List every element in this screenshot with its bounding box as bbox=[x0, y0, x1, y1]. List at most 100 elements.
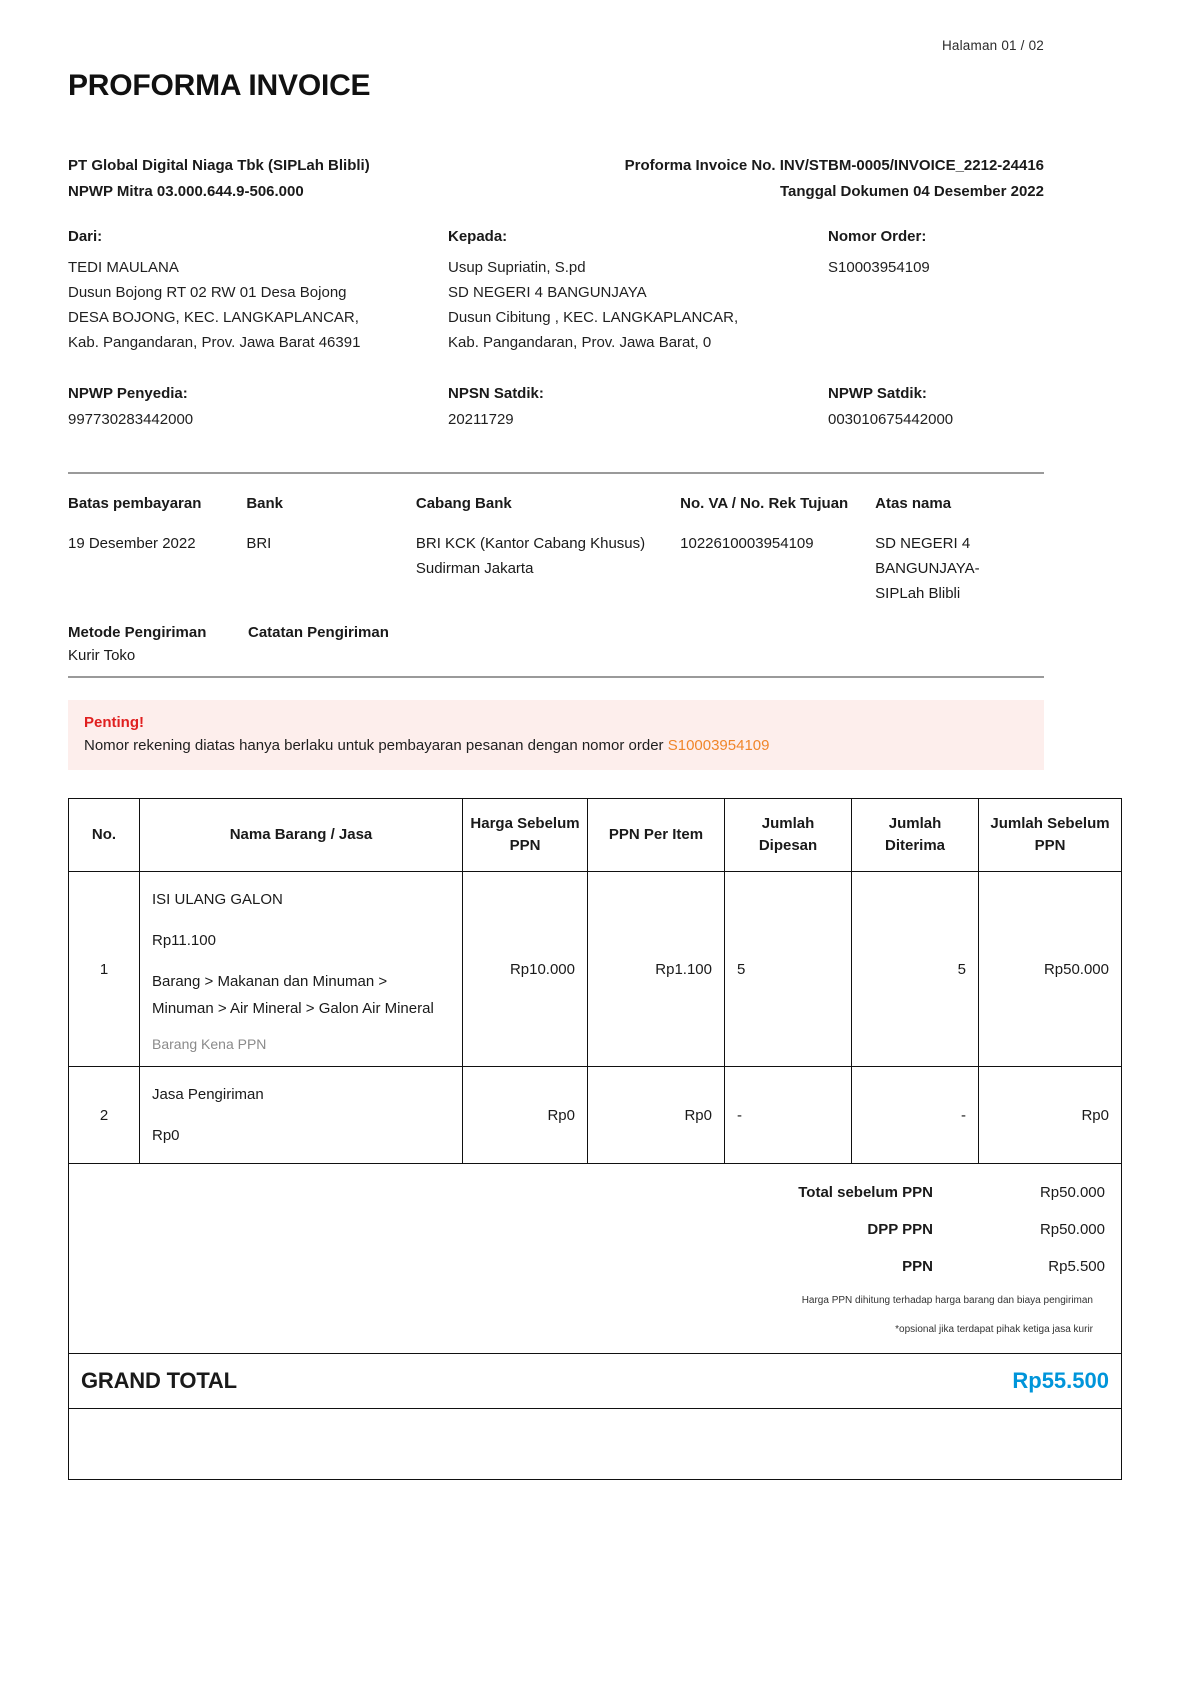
payment-header-bank: Bank bbox=[246, 495, 284, 512]
from-line: Dusun Bojong RT 02 RW 01 Desa Bojong bbox=[68, 284, 347, 301]
shipping-block: Metode Pengiriman Kurir Toko Catatan Pen… bbox=[68, 624, 1044, 664]
total-value: Rp50.000 bbox=[1039, 1221, 1105, 1238]
payment-table-row: 19 Desember 2022 BRI BRI KCK (Kantor Cab… bbox=[68, 521, 1044, 620]
from-column: Dari: TEDI MAULANA Dusun Bojong RT 02 RW… bbox=[68, 228, 448, 355]
items-header-ppn-per-item: PPN Per Item bbox=[587, 798, 725, 872]
item-category: Barang > Makanan dan Minuman > Minuman >… bbox=[152, 973, 434, 1017]
item-jumlah-sebelum-ppn: Rp50.000 bbox=[978, 871, 1122, 1067]
order-number-value: S10003954109 bbox=[828, 259, 930, 276]
item-price-raw: Rp11.100 bbox=[152, 932, 216, 949]
total-line: DPP PPN Rp50.000 bbox=[85, 1221, 1105, 1238]
important-warning-box: Penting! Nomor rekening diatas hanya ber… bbox=[68, 700, 1044, 770]
payment-value-batas: 19 Desember 2022 bbox=[68, 535, 196, 552]
total-label: Total sebelum PPN bbox=[798, 1184, 933, 1201]
item-no: 1 bbox=[68, 871, 140, 1067]
total-value: Rp5.500 bbox=[1048, 1258, 1105, 1275]
payment-header-batas: Batas pembayaran bbox=[68, 495, 202, 512]
items-header-harga-sebelum-ppn: Harga Sebelum PPN bbox=[462, 798, 588, 872]
payment-header-atas-nama: Atas nama bbox=[875, 495, 952, 512]
warning-title: Penting! bbox=[84, 714, 144, 731]
cabang-line-2: Sudirman Jakarta bbox=[415, 560, 534, 577]
to-line: SD NEGERI 4 BANGUNJAYA bbox=[448, 284, 647, 301]
items-header-jumlah-dipesan: Jumlah Dipesan bbox=[724, 798, 852, 872]
item-jumlah-dipesan: 5 bbox=[724, 871, 852, 1067]
table-row: 2 Jasa Pengiriman Rp0 Rp0 Rp0 - - Rp0 bbox=[68, 1066, 1122, 1164]
items-header-row: No. Nama Barang / Jasa Harga Sebelum PPN… bbox=[68, 798, 1122, 872]
item-description-cell: Jasa Pengiriman Rp0 bbox=[139, 1066, 463, 1164]
npsn-satdik-value: 20211729 bbox=[448, 411, 514, 428]
to-column: Kepada: Usup Supriatin, S.pd SD NEGERI 4… bbox=[448, 228, 828, 355]
item-name: Jasa Pengiriman bbox=[152, 1086, 264, 1103]
npwp-satdik-column: NPWP Satdik: 003010675442000 bbox=[828, 385, 1044, 428]
total-label: PPN bbox=[902, 1258, 933, 1275]
payment-value-cabang: BRI KCK (Kantor Cabang Khusus) Sudirman … bbox=[416, 521, 680, 620]
shipping-method-value: Kurir Toko bbox=[68, 647, 136, 664]
total-line: Total sebelum PPN Rp50.000 bbox=[85, 1184, 1105, 1201]
spacer bbox=[152, 1108, 450, 1122]
payment-table: Batas pembayaran Bank Cabang Bank No. VA… bbox=[68, 474, 1044, 620]
atas-nama-line-1: SD NEGERI 4 bbox=[875, 535, 971, 552]
shipping-method-label: Metode Pengiriman bbox=[68, 624, 207, 641]
footer-empty-row bbox=[68, 1408, 1122, 1480]
from-line: TEDI MAULANA bbox=[68, 259, 179, 276]
total-line: PPN Rp5.500 bbox=[85, 1258, 1105, 1275]
totals-inner: Total sebelum PPN Rp50.000 DPP PPN Rp50.… bbox=[69, 1164, 1121, 1353]
item-jumlah-diterima: 5 bbox=[851, 871, 979, 1067]
npsn-satdik-label: NPSN Satdik: bbox=[448, 385, 544, 402]
totals-note-2: *opsional jika terdapat pihak ketiga jas… bbox=[895, 1324, 1093, 1335]
page-indicator: Halaman 01 / 02 bbox=[941, 38, 1044, 53]
table-row: 1 ISI ULANG GALON Rp11.100 Barang > Maka… bbox=[68, 871, 1122, 1067]
warning-text-wrapper: Nomor rekening diatas hanya berlaku untu… bbox=[84, 737, 1028, 754]
grand-total-flex: GRAND TOTAL Rp55.500 bbox=[81, 1368, 1109, 1394]
item-jumlah-diterima: - bbox=[851, 1066, 979, 1164]
items-header-name: Nama Barang / Jasa bbox=[139, 798, 463, 872]
item-harga-sebelum-ppn: Rp10.000 bbox=[462, 871, 588, 1067]
total-value: Rp50.000 bbox=[1039, 1184, 1105, 1201]
spacer bbox=[152, 954, 450, 968]
to-line: Usup Supriatin, S.pd bbox=[448, 259, 586, 276]
address-block: Dari: TEDI MAULANA Dusun Bojong RT 02 RW… bbox=[68, 228, 1044, 355]
item-tax-tag: Barang Kena PPN bbox=[152, 1036, 267, 1052]
item-no: 2 bbox=[68, 1066, 140, 1164]
npwp-satdik-label: NPWP Satdik: bbox=[828, 385, 927, 402]
payment-header-cabang: Cabang Bank bbox=[415, 495, 512, 512]
shipping-note-column: Catatan Pengiriman bbox=[248, 624, 648, 664]
npwp-penyedia-label: NPWP Penyedia: bbox=[68, 385, 188, 402]
spacer bbox=[152, 913, 450, 927]
invoice-meta-row-2: NPWP Mitra 03.000.644.9-506.000 Tanggal … bbox=[68, 183, 1044, 200]
item-jumlah-sebelum-ppn: Rp0 bbox=[978, 1066, 1122, 1164]
item-jumlah-dipesan: - bbox=[724, 1066, 852, 1164]
grand-total-label: GRAND TOTAL bbox=[81, 1368, 237, 1393]
items-header-no: No. bbox=[68, 798, 140, 872]
from-line: Kab. Pangandaran, Prov. Jawa Barat 46391 bbox=[68, 334, 361, 351]
to-label: Kepada: bbox=[448, 228, 508, 245]
totals-row: Total sebelum PPN Rp50.000 DPP PPN Rp50.… bbox=[68, 1163, 1122, 1354]
to-line: Dusun Cibitung , KEC. LANGKAPLANCAR, bbox=[448, 309, 739, 326]
warning-order-number: S10003954109 bbox=[667, 737, 770, 754]
item-name: ISI ULANG GALON bbox=[152, 891, 283, 908]
payment-table-header-row: Batas pembayaran Bank Cabang Bank No. VA… bbox=[68, 474, 1044, 521]
warning-text: Nomor rekening diatas hanya berlaku untu… bbox=[84, 737, 668, 754]
items-header-jumlah-diterima: Jumlah Diterima bbox=[851, 798, 979, 872]
divider-bottom bbox=[68, 676, 1044, 678]
items-header-jumlah-sebelum-ppn: Jumlah Sebelum PPN bbox=[978, 798, 1122, 872]
grand-total-row: GRAND TOTAL Rp55.500 bbox=[68, 1353, 1122, 1409]
npwp-mitra: NPWP Mitra 03.000.644.9-506.000 bbox=[68, 183, 304, 200]
grand-total-cell: GRAND TOTAL Rp55.500 bbox=[68, 1353, 1122, 1409]
item-ppn-per-item: Rp1.100 bbox=[587, 871, 725, 1067]
invoice-number: Proforma Invoice No. INV/STBM-0005/INVOI… bbox=[624, 157, 1044, 174]
npwp-penyedia-value: 997730283442000 bbox=[68, 411, 194, 428]
payment-value-bank: BRI bbox=[246, 535, 272, 552]
from-label: Dari: bbox=[68, 228, 103, 245]
payment-value-va: 1022610003954109 bbox=[680, 535, 814, 552]
invoice-content: Halaman 01 / 02 PROFORMA INVOICE PT Glob… bbox=[68, 0, 1122, 1480]
payment-value-atas-nama: SD NEGERI 4 BANGUNJAYA- SIPLah Blibli bbox=[875, 521, 1044, 620]
npwp-penyedia-column: NPWP Penyedia: 997730283442000 bbox=[68, 385, 448, 428]
company-name: PT Global Digital Niaga Tbk (SIPLah Blib… bbox=[68, 157, 370, 174]
shipping-method-column: Metode Pengiriman Kurir Toko bbox=[68, 624, 248, 664]
invoice-meta-row-1: PT Global Digital Niaga Tbk (SIPLah Blib… bbox=[68, 157, 1044, 174]
shipping-note-label: Catatan Pengiriman bbox=[248, 624, 389, 641]
item-ppn-per-item: Rp0 bbox=[587, 1066, 725, 1164]
order-column: Nomor Order: S10003954109 bbox=[828, 228, 1044, 355]
